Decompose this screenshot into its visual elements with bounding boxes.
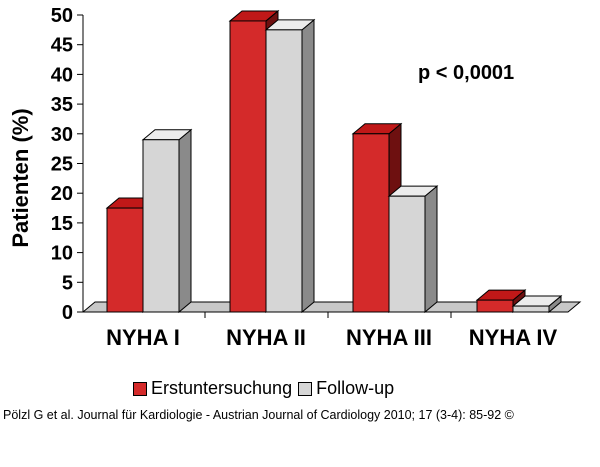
legend-swatch-follow-up [298, 381, 313, 396]
legend-item-erstuntersuchung: Erstuntersuchung [133, 378, 292, 399]
legend-label-follow-up: Follow-up [316, 378, 395, 398]
y-tick-label: 40 [51, 64, 73, 86]
bar-erstuntersuchung-nyha-iv [475, 289, 527, 314]
y-tick-label: 25 [51, 154, 73, 176]
y-tick-label: 0 [62, 302, 73, 324]
category-label-nyha-ii: NYHA II [226, 325, 306, 350]
legend-item-follow-up: Follow-up [298, 378, 394, 399]
p-value-annotation: p < 0,0001 [418, 62, 514, 84]
y-tick-label: 45 [51, 35, 73, 57]
category-label-nyha-iv: NYHA IV [469, 325, 558, 350]
bar-follow-up-nyha-iii [387, 185, 439, 314]
category-label-nyha-iii: NYHA III [346, 325, 432, 350]
legend-swatch-erstuntersuchung [133, 381, 147, 396]
y-tick-label: 30 [51, 124, 73, 146]
legend: Erstuntersuchung Follow-up [133, 378, 400, 399]
y-tick-label: 35 [51, 94, 73, 116]
bar-follow-up-nyha-ii [264, 18, 316, 314]
y-tick-label: 15 [51, 213, 73, 235]
category-label-nyha-i: NYHA I [106, 325, 180, 350]
y-axis: 0 5 10 15 20 25 30 35 40 45 50 [51, 5, 452, 324]
legend-label-erstuntersuchung: Erstuntersuchung [151, 378, 293, 398]
bar-follow-up-nyha-i [141, 128, 193, 314]
bars [105, 9, 563, 314]
bar-follow-up-nyha-iv [511, 294, 563, 314]
citation: Pölzl G et al. Journal für Kardiologie -… [3, 408, 514, 422]
y-tick-label: 50 [51, 5, 73, 27]
y-tick-label: 20 [51, 183, 73, 205]
y-tick-label: 10 [51, 243, 73, 265]
y-axis-title: Patienten (%) [8, 108, 33, 247]
y-tick-label: 5 [62, 272, 73, 294]
category-labels: NYHA I NYHA II NYHA III NYHA IV [106, 325, 557, 350]
